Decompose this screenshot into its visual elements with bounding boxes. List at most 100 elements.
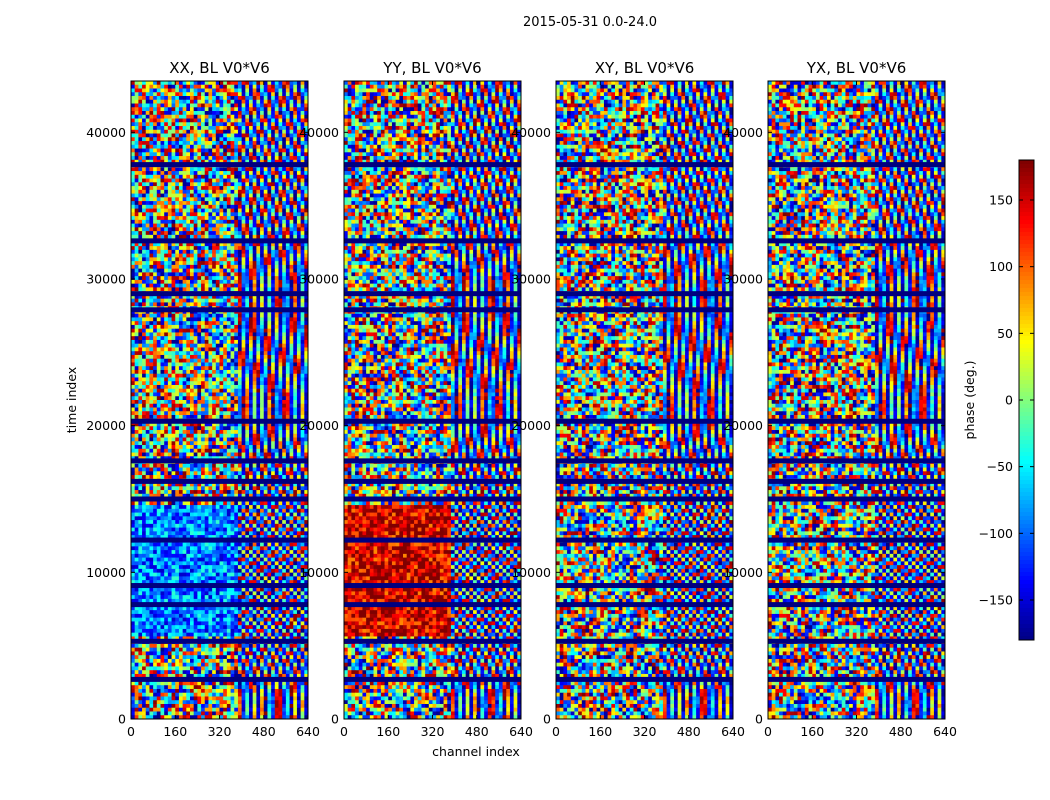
x-axis-label: channel index: [432, 744, 520, 759]
colorbar-swatch: [1019, 204, 1034, 209]
x-tick-label: 640: [721, 724, 745, 739]
flagged-row: [556, 291, 733, 297]
y-tick-label: 10000: [723, 565, 763, 580]
colorbar-swatch: [1019, 304, 1034, 309]
heatmap-cells: [768, 81, 945, 719]
flagged-row: [768, 238, 945, 244]
heatmap-cells: [344, 81, 521, 719]
colorbar-swatch: [1019, 568, 1034, 573]
flagged-row: [768, 418, 945, 424]
x-tick-label: 320: [421, 724, 445, 739]
colorbar-swatch: [1019, 176, 1034, 181]
flagged-row: [344, 537, 521, 543]
flagged-row: [344, 583, 521, 589]
colorbar-swatch: [1019, 608, 1034, 613]
colorbar-swatch: [1019, 228, 1034, 233]
y-axis-label: time index: [64, 367, 79, 433]
colorbar-swatch: [1019, 296, 1034, 301]
x-tick-label: 160: [588, 724, 612, 739]
colorbar-swatch: [1019, 288, 1034, 293]
flagged-row: [344, 638, 521, 644]
colorbar-swatch: [1019, 632, 1034, 637]
colorbar-swatch: [1019, 552, 1034, 557]
flagged-row: [768, 537, 945, 543]
flagged-row: [131, 583, 308, 589]
colorbar-swatch: [1019, 172, 1034, 177]
colorbar-tick-label: 150: [989, 193, 1013, 208]
colorbar-swatch: [1019, 160, 1034, 165]
colorbar-swatch: [1019, 416, 1034, 421]
flagged-row: [556, 638, 733, 644]
colorbar-swatch: [1019, 320, 1034, 325]
y-tick-label: 20000: [299, 418, 339, 433]
flagged-row: [768, 602, 945, 608]
colorbar-swatch: [1019, 588, 1034, 593]
x-tick-label: 0: [552, 724, 560, 739]
colorbar-swatch: [1019, 436, 1034, 441]
colorbar-swatch: [1019, 276, 1034, 281]
y-tick-label: 30000: [86, 272, 126, 287]
flagged-row: [556, 307, 733, 313]
colorbar-swatch: [1019, 196, 1034, 201]
flagged-row: [131, 676, 308, 682]
y-tick-label: 40000: [723, 125, 763, 140]
panel-YX, BL V0*V6: YX, BL V0*V6 0 160 320 480 640 0 10000 20000 3000…: [723, 59, 957, 739]
flagged-row: [768, 638, 945, 644]
y-tick-label: 10000: [511, 565, 551, 580]
x-tick-label: 480: [889, 724, 913, 739]
flagged-row: [131, 291, 308, 297]
colorbar-swatch: [1019, 292, 1034, 297]
y-tick-label: 20000: [86, 418, 126, 433]
colorbar-swatch: [1019, 364, 1034, 369]
colorbar-swatch: [1019, 476, 1034, 481]
flagged-row: [344, 478, 521, 484]
x-tick-label: 160: [800, 724, 824, 739]
colorbar-swatch: [1019, 216, 1034, 221]
colorbar-swatch: [1019, 308, 1034, 313]
x-tick-label: 0: [340, 724, 348, 739]
colorbar-swatch: [1019, 424, 1034, 429]
colorbar-swatch: [1019, 324, 1034, 329]
colorbar-swatch: [1019, 460, 1034, 465]
flagged-row: [131, 418, 308, 424]
flagged-row: [131, 478, 308, 484]
colorbar-swatch: [1019, 440, 1034, 445]
colorbar-swatch: [1019, 208, 1034, 213]
flagged-row: [131, 496, 308, 502]
colorbar-swatch: [1019, 484, 1034, 489]
flagged-row: [131, 162, 308, 168]
colorbar-swatch: [1019, 556, 1034, 561]
colorbar-swatch: [1019, 536, 1034, 541]
flagged-row: [768, 162, 945, 168]
colorbar-swatch: [1019, 300, 1034, 305]
flagged-row: [556, 418, 733, 424]
colorbar-swatch: [1019, 392, 1034, 397]
colorbar-tick-label: 0: [1005, 393, 1013, 408]
y-tick-label: 0: [543, 712, 551, 727]
colorbar-swatch: [1019, 512, 1034, 517]
flagged-row: [131, 238, 308, 244]
colorbar-swatch: [1019, 404, 1034, 409]
heatmap-cells: [556, 81, 733, 719]
colorbar-swatch: [1019, 188, 1034, 193]
flagged-row: [768, 478, 945, 484]
flagged-row: [344, 291, 521, 297]
colorbar-swatch: [1019, 456, 1034, 461]
y-axis-label-group: time index: [64, 367, 79, 433]
colorbar-swatch: [1019, 252, 1034, 257]
colorbar-swatch: [1019, 212, 1034, 217]
colorbar-swatch: [1019, 600, 1034, 605]
colorbar-swatch: [1019, 372, 1034, 377]
colorbar-swatch: [1019, 168, 1034, 173]
colorbar-swatch: [1019, 616, 1034, 621]
flagged-row: [556, 602, 733, 608]
colorbar-swatch: [1019, 624, 1034, 629]
colorbar-swatch: [1019, 604, 1034, 609]
colorbar-swatch: [1019, 576, 1034, 581]
colorbar-swatch: [1019, 612, 1034, 617]
flagged-row: [556, 238, 733, 244]
colorbar-swatch: [1019, 464, 1034, 469]
flagged-row: [344, 676, 521, 682]
colorbar-swatch: [1019, 428, 1034, 433]
flagged-row: [344, 238, 521, 244]
